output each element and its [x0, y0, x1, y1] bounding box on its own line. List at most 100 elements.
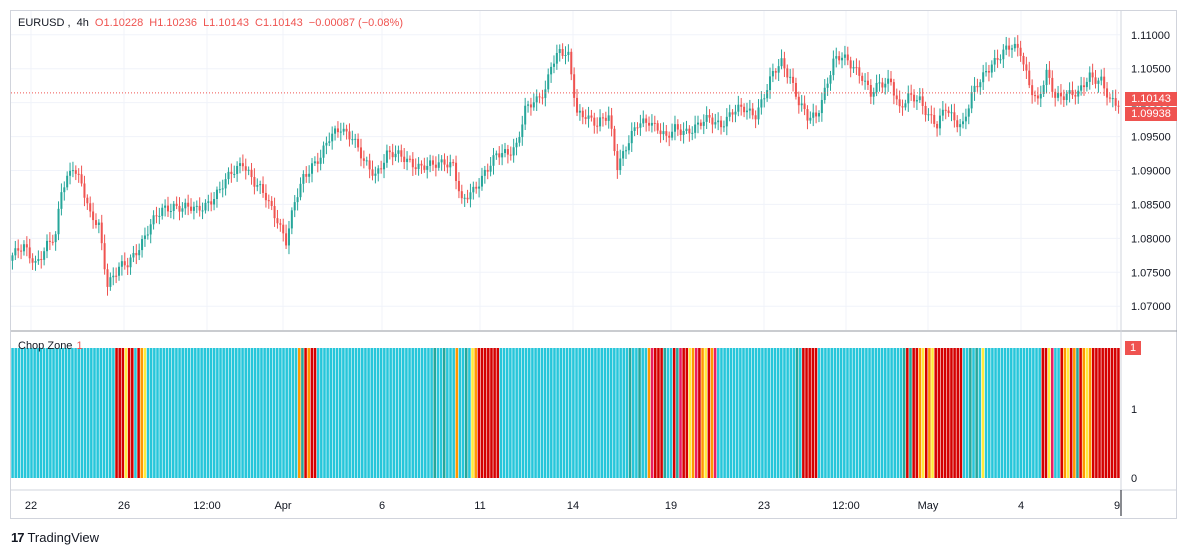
candle: [270, 196, 273, 211]
chop-bar: [480, 348, 484, 478]
chop-bar: [351, 348, 355, 478]
candle: [1080, 76, 1083, 96]
chop-bar: [376, 348, 380, 478]
chop-bar: [257, 348, 260, 478]
chop-bar: [685, 348, 689, 478]
chop-bar: [124, 348, 128, 478]
chop-bar: [638, 348, 641, 478]
candle: [276, 209, 279, 229]
candle: [161, 203, 164, 220]
chop-bar: [688, 348, 692, 478]
chop-bar: [924, 348, 928, 478]
chop-bar: [455, 348, 459, 478]
candle: [985, 62, 988, 77]
chop-bar: [389, 348, 392, 478]
candle: [475, 181, 478, 194]
chop-bar: [1082, 348, 1086, 478]
chop-bar: [190, 348, 194, 478]
candle: [964, 108, 967, 130]
chop-bar: [272, 348, 276, 478]
chop-zone-legend[interactable]: Chop Zone 1: [18, 340, 83, 352]
candle: [521, 115, 524, 146]
chop-bar: [83, 348, 87, 478]
chop-bar: [1038, 348, 1041, 478]
candle: [115, 267, 118, 284]
candle: [673, 115, 676, 141]
candle: [823, 79, 826, 104]
candle: [524, 97, 527, 131]
chop-bar: [682, 348, 685, 478]
chop-bar: [483, 348, 487, 478]
chop-bar: [439, 348, 443, 478]
chop-bar: [1010, 348, 1013, 478]
candle: [558, 44, 561, 62]
chop-bar: [956, 348, 960, 478]
candle: [233, 165, 236, 179]
chop-bar: [1016, 348, 1019, 478]
candle: [691, 126, 694, 141]
chop-bar: [241, 348, 244, 478]
chop-axis[interactable]: 10: [1131, 404, 1137, 485]
candle: [593, 112, 596, 134]
candle: [37, 250, 40, 265]
candle: [576, 89, 579, 117]
chop-bar: [461, 348, 465, 478]
last-price-badge: 1.10143: [1125, 92, 1177, 106]
chop-bar: [726, 348, 730, 478]
chop-bar: [975, 348, 978, 478]
chop-bar: [868, 348, 871, 478]
chop-bar: [36, 348, 40, 478]
tradingview-branding[interactable]: 17 TradingView: [11, 530, 99, 545]
chop-bar: [940, 348, 944, 478]
chop-bar: [329, 348, 333, 478]
candle: [864, 73, 867, 90]
chop-bar: [761, 348, 764, 478]
chart-frame[interactable]: [10, 10, 1177, 519]
time-axis[interactable]: 22 26 12:00 Apr 6 11 14 19 23 12:00 May 4 9: [25, 500, 1120, 512]
price-tick-label: 1.07500: [1131, 267, 1171, 279]
chop-bar: [531, 348, 534, 478]
chop-bar: [732, 348, 736, 478]
candle: [296, 188, 299, 211]
candle: [783, 51, 786, 78]
candle: [1059, 84, 1062, 105]
candle: [869, 79, 872, 105]
candle: [123, 252, 126, 270]
candle: [550, 62, 553, 83]
chop-bar: [1101, 348, 1104, 478]
chop-bar: [896, 348, 900, 478]
candle: [112, 267, 115, 286]
candle: [204, 199, 207, 214]
candle: [527, 100, 530, 113]
chop-zone-title: Chop Zone: [18, 340, 73, 352]
second-price-badge: 1.09938: [1125, 107, 1177, 121]
candle: [357, 133, 360, 152]
candle: [1008, 37, 1011, 57]
candle: [478, 178, 481, 198]
candle: [838, 51, 841, 65]
candle: [43, 247, 46, 266]
candle: [771, 63, 774, 83]
candle: [959, 118, 962, 136]
chop-bar: [1013, 348, 1016, 478]
candle: [737, 95, 740, 117]
candle: [80, 165, 83, 187]
candle: [498, 146, 501, 165]
candle: [1022, 52, 1025, 72]
candle: [1025, 56, 1028, 79]
chop-bar: [616, 348, 619, 478]
chop-bar: [159, 348, 162, 478]
price-tick-label: 1.10500: [1131, 64, 1171, 76]
candle: [403, 147, 406, 170]
chop-bar: [871, 348, 874, 478]
symbol-legend[interactable]: EURUSD, 4h O1.10228 H1.10236 L1.10143 C1…: [18, 17, 406, 29]
price-axis[interactable]: 1.110001.105001.100001.095001.090001.085…: [1131, 30, 1171, 313]
candle: [20, 244, 23, 260]
chop-bar: [984, 348, 988, 478]
chop-bar: [212, 348, 216, 478]
candle: [895, 88, 898, 106]
candle: [728, 104, 731, 122]
candle: [264, 184, 267, 208]
candle: [299, 177, 302, 201]
